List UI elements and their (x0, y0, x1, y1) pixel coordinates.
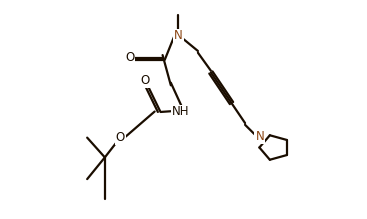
Text: NH: NH (171, 106, 189, 118)
Text: O: O (125, 51, 134, 64)
Text: O: O (140, 74, 149, 87)
Text: N: N (255, 130, 264, 143)
Text: O: O (116, 131, 125, 144)
Text: N: N (174, 29, 183, 42)
